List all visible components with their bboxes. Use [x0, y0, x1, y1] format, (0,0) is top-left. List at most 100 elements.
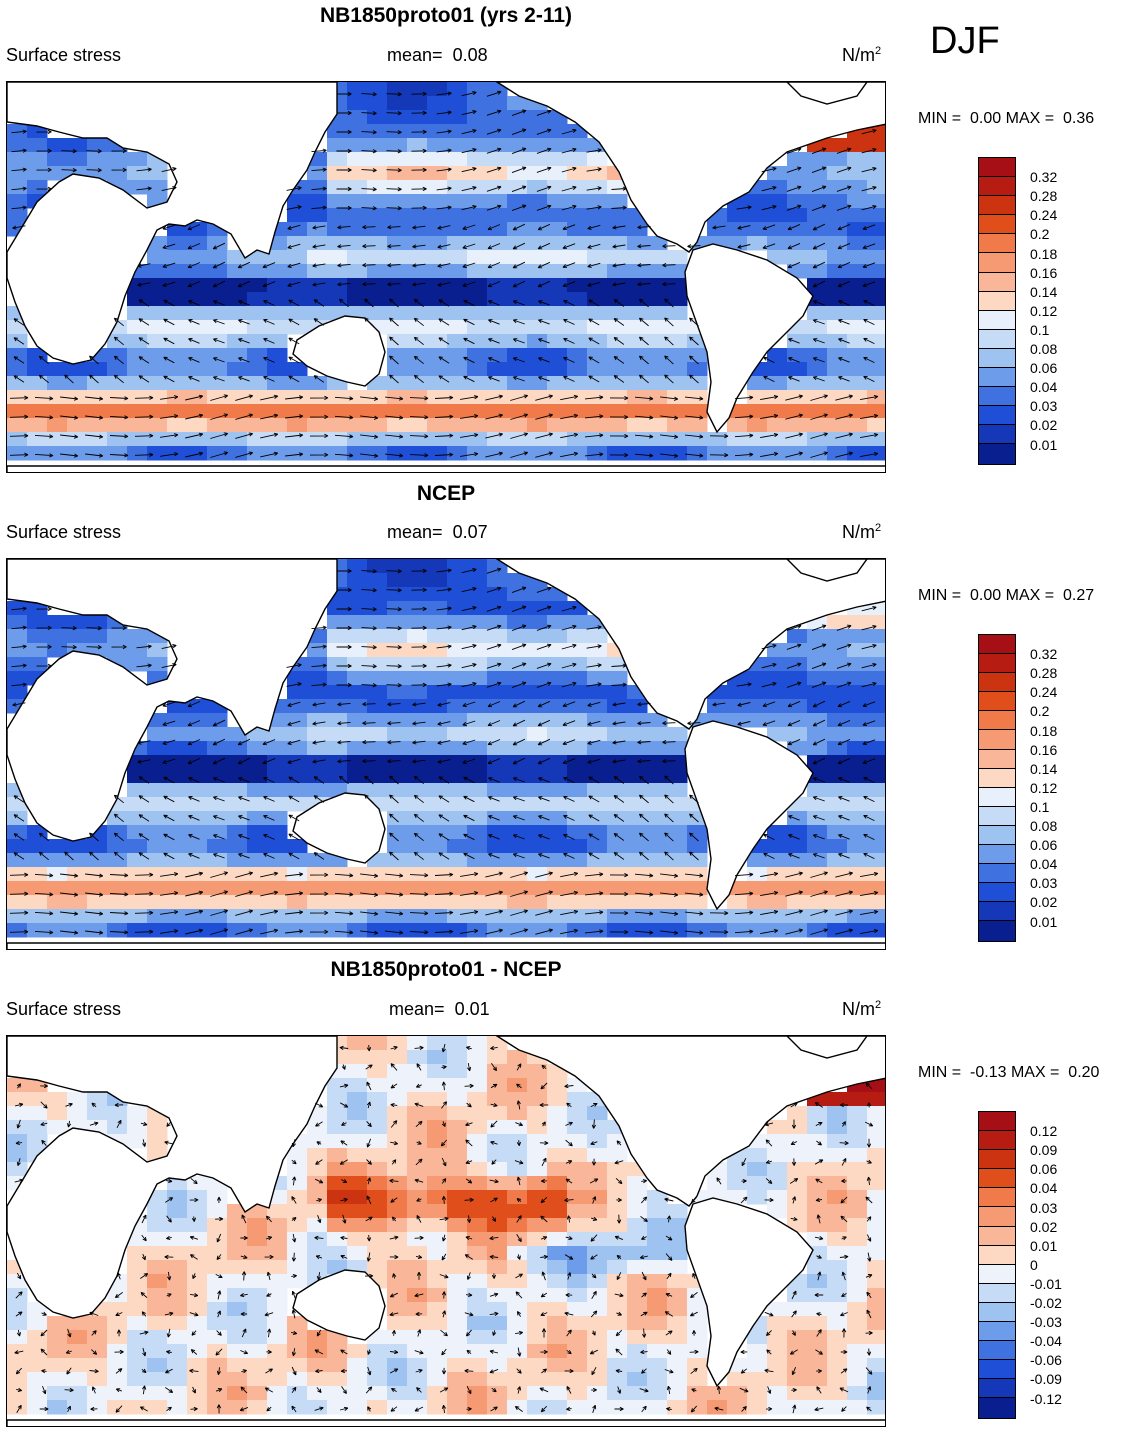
- wind-arrow: [260, 909, 279, 916]
- wind-arrow: [416, 1254, 423, 1259]
- wind-arrow: [563, 318, 575, 325]
- colorbar-tick-label: 0.02: [1030, 417, 1058, 434]
- wind-arrow: [462, 739, 476, 745]
- wind-arrow: [810, 909, 828, 916]
- wind-arrow: [340, 1197, 348, 1202]
- wind-arrow: [190, 1177, 198, 1185]
- colorbar-tick-label: 0.08: [1030, 341, 1058, 357]
- wind-arrow: [538, 853, 550, 859]
- wind-arrow: [16, 1404, 22, 1413]
- wind-arrow: [437, 282, 451, 287]
- wind-arrow: [511, 128, 527, 136]
- wind-arrow: [9, 891, 29, 896]
- wind-arrow: [465, 1292, 473, 1298]
- wind-arrow: [287, 281, 301, 287]
- wind-arrow: [838, 815, 850, 821]
- wind-arrow: [67, 1328, 72, 1338]
- wind-arrow: [612, 721, 626, 726]
- wind-arrow: [588, 318, 600, 326]
- wind-arrow: [539, 1387, 549, 1393]
- wind-arrow: [89, 832, 99, 842]
- colorbar-tick-label: -0.04: [1030, 1333, 1062, 1350]
- wind-arrow: [188, 815, 200, 821]
- wind-arrow: [436, 682, 452, 687]
- wind-arrow: [91, 1349, 98, 1355]
- wind-arrow: [311, 644, 327, 649]
- wind-arrow: [285, 452, 304, 457]
- wind-arrow: [512, 376, 525, 382]
- wind-arrow: [840, 1349, 848, 1355]
- wind-arrow: [385, 415, 404, 420]
- wind-arrow: [514, 1160, 524, 1165]
- wind-arrow: [412, 282, 426, 287]
- wind-arrow: [684, 415, 704, 420]
- wind-arrow: [113, 374, 124, 384]
- wind-arrow: [61, 168, 77, 173]
- wind-arrow: [786, 624, 802, 631]
- wind-arrow: [85, 930, 104, 935]
- wind-arrow: [862, 262, 876, 269]
- wind-arrow: [438, 356, 450, 364]
- wind-arrow: [734, 433, 754, 438]
- wind-arrow: [561, 204, 577, 211]
- wind-arrow: [291, 1348, 296, 1357]
- wind-arrow: [791, 1310, 797, 1318]
- wind-arrow: [113, 794, 124, 804]
- colorbar-swatch: [979, 768, 1015, 788]
- wind-arrow: [409, 453, 429, 458]
- wind-arrow: [563, 795, 575, 802]
- wind-arrow: [689, 336, 699, 346]
- wind-arrow: [591, 1330, 596, 1336]
- wind-arrow: [316, 1198, 322, 1203]
- wind-arrow: [438, 337, 450, 345]
- wind-arrow: [862, 224, 876, 231]
- wind-arrow: [541, 1328, 547, 1338]
- wind-arrow: [15, 1291, 23, 1299]
- wind-arrow: [538, 796, 550, 802]
- wind-arrow: [415, 1083, 422, 1088]
- wind-arrow: [288, 375, 300, 383]
- wind-arrow: [241, 1214, 247, 1224]
- wind-arrow: [312, 721, 326, 726]
- wind-arrow: [313, 795, 325, 803]
- wind-arrow: [566, 1215, 572, 1223]
- wind-arrow: [488, 319, 500, 325]
- panel-1-variable: Surface stress: [6, 45, 122, 65]
- wind-arrow: [862, 739, 876, 746]
- wind-arrow: [238, 777, 250, 783]
- wind-arrow: [185, 928, 204, 935]
- panel-2-map: [6, 558, 886, 950]
- wind-arrow: [592, 1404, 597, 1413]
- wind-arrow: [584, 872, 604, 877]
- wind-arrow: [588, 852, 600, 860]
- panel-1-colorbar: [978, 157, 1016, 465]
- wind-arrow: [313, 299, 325, 307]
- wind-arrow: [511, 643, 527, 651]
- wind-arrow: [841, 1178, 847, 1184]
- wind-arrow: [490, 1045, 498, 1051]
- wind-arrow: [460, 395, 479, 400]
- wind-arrow: [9, 872, 29, 877]
- wind-arrow: [638, 832, 649, 842]
- wind-arrow: [264, 1254, 274, 1260]
- wind-arrow: [866, 1159, 872, 1164]
- wind-arrow: [537, 700, 551, 708]
- wind-arrow: [264, 1387, 274, 1393]
- wind-arrow: [336, 587, 352, 593]
- wind-arrow: [409, 911, 429, 916]
- wind-arrow: [660, 434, 679, 439]
- wind-arrow: [413, 374, 424, 384]
- wind-arrow: [235, 928, 253, 935]
- wind-arrow: [265, 1368, 273, 1374]
- wind-arrow: [812, 777, 825, 783]
- wind-arrow: [389, 1292, 398, 1298]
- wind-arrow: [86, 149, 102, 154]
- wind-arrow: [461, 663, 477, 669]
- wind-arrow: [238, 796, 250, 802]
- wind-arrow: [787, 700, 801, 708]
- wind-arrow: [366, 1159, 372, 1165]
- wind-arrow: [185, 871, 204, 878]
- wind-arrow: [860, 413, 879, 420]
- wind-arrow: [714, 1406, 724, 1411]
- wind-arrow: [838, 338, 850, 344]
